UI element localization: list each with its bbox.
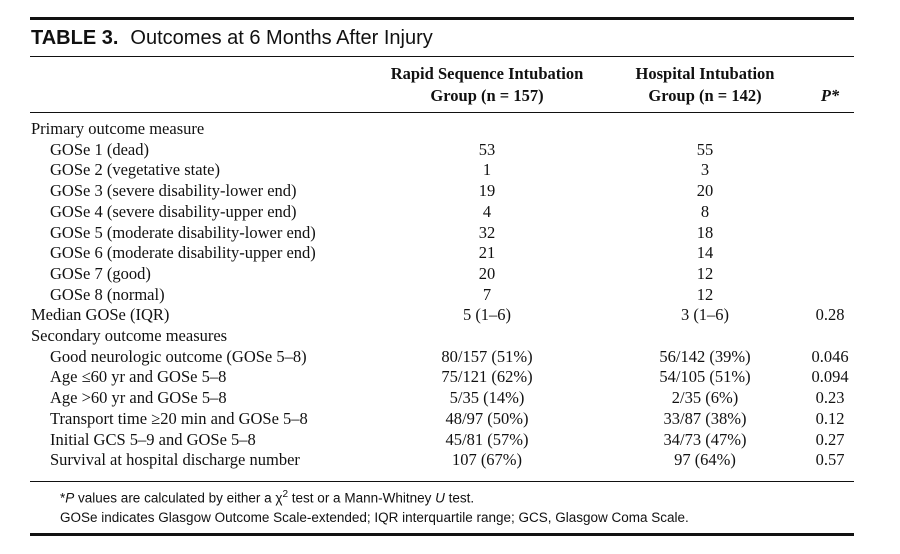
footnote-u-italic: U: [435, 490, 445, 506]
hospital-value: 12: [696, 284, 714, 304]
table-row: Transport time ≥20 min and GOSe 5–8 48/97…: [0, 408, 900, 429]
row-label: Median GOSe (IQR): [31, 305, 170, 325]
row-label: GOSe 8 (normal): [50, 284, 165, 304]
rsi-value: 5/35 (14%): [449, 388, 525, 408]
rsi-value: 53: [478, 139, 496, 159]
row-label: Initial GCS 5–9 and GOSe 5–8: [50, 429, 256, 449]
hospital-value: 18: [696, 222, 714, 242]
row-label: GOSe 6 (moderate disability-upper end): [50, 243, 316, 263]
hospital-value: 2/35 (6%): [671, 388, 739, 408]
hospital-value: 8: [700, 201, 710, 221]
footnote-superscript: 2: [282, 489, 289, 500]
footnote-pvalues: *P values are calculated by either a χ2 …: [60, 489, 474, 506]
rsi-value: 107 (67%): [451, 450, 523, 470]
footnote-text-a: values are calculated by either a χ: [74, 490, 283, 506]
rsi-value: 20: [478, 263, 496, 283]
row-label: GOSe 2 (vegetative state): [50, 160, 220, 180]
hospital-value: 3: [700, 160, 710, 180]
footnote-asterisk: *: [60, 490, 66, 506]
rsi-value: 45/81 (57%): [445, 429, 529, 449]
rsi-value: 21: [478, 243, 496, 263]
table-row: Good neurologic outcome (GOSe 5–8) 80/157…: [0, 346, 900, 367]
table-row: GOSe 2 (vegetative state) 1 3: [0, 159, 900, 180]
hospital-value: 54/105 (51%): [659, 367, 751, 387]
p-value: 0.57: [815, 450, 845, 470]
row-label: Age ≤60 yr and GOSe 5–8: [50, 367, 227, 387]
column-header-p: P*: [800, 85, 860, 107]
p-value: 0.27: [815, 429, 845, 449]
table-row: GOSe 5 (moderate disability-lower end) 32…: [0, 222, 900, 243]
column-header-rsi-line2: Group (n = 157): [430, 86, 544, 105]
column-header-p-label: P*: [820, 86, 840, 105]
rsi-value: 1: [482, 160, 492, 180]
row-label: GOSe 4 (severe disability-upper end): [50, 201, 297, 221]
top-rule: [30, 17, 854, 20]
table-row: Median GOSe (IQR) 5 (1–6) 3 (1–6) 0.28: [0, 304, 900, 325]
p-value: 0.12: [815, 408, 845, 428]
table-row: GOSe 8 (normal) 7 12: [0, 284, 900, 305]
row-label: Survival at hospital discharge number: [50, 450, 300, 470]
rsi-value: 75/121 (62%): [441, 367, 533, 387]
p-value: 0.23: [815, 388, 845, 408]
p-value: 0.28: [815, 305, 845, 325]
table-row: GOSe 1 (dead) 53 55: [0, 139, 900, 160]
footnote-text-c: test.: [444, 490, 475, 506]
end-rule: [30, 533, 854, 536]
row-label: Secondary outcome measures: [31, 326, 228, 345]
table-row: GOSe 6 (moderate disability-upper end) 21…: [0, 242, 900, 263]
rsi-value: 19: [478, 181, 496, 201]
rsi-value: 80/157 (51%): [441, 346, 533, 366]
footnote-p-italic: P: [65, 490, 75, 506]
footnote-text-b: test or a Mann-Whitney: [288, 490, 436, 506]
table-row: Age ≤60 yr and GOSe 5–8 75/121 (62%) 54/10…: [0, 366, 900, 387]
hospital-value: 34/73 (47%): [663, 429, 747, 449]
p-value: 0.094: [811, 367, 849, 387]
rsi-value: 4: [482, 201, 492, 221]
table-row: Age >60 yr and GOSe 5–8 5/35 (14%) 2/35 (6…: [0, 387, 900, 408]
hospital-value: 55: [696, 139, 714, 159]
column-header-hospital-line2: Group (n = 142): [648, 86, 762, 105]
table-row: Survival at hospital discharge number 107…: [0, 449, 900, 470]
column-header-hospital: Hospital Intubation Group (n = 142): [600, 63, 810, 107]
rsi-value: 48/97 (50%): [445, 408, 529, 428]
section-heading-row: Secondary outcome measures: [0, 325, 900, 346]
rsi-value: 7: [482, 284, 492, 304]
table-row: Initial GCS 5–9 and GOSe 5–8 45/81 (57%) 3…: [0, 429, 900, 450]
bottom-rule: [30, 481, 854, 482]
row-label: Age >60 yr and GOSe 5–8: [50, 388, 227, 408]
table-row: GOSe 3 (severe disability-lower end) 19 20: [0, 180, 900, 201]
row-label: Good neurologic outcome (GOSe 5–8): [50, 346, 307, 366]
row-label: Transport time ≥20 min and GOSe 5–8: [50, 408, 308, 428]
hospital-value: 20: [696, 181, 714, 201]
row-label: Primary outcome measure: [31, 119, 205, 138]
table-row: GOSe 4 (severe disability-upper end) 4 8: [0, 201, 900, 222]
p-value: 0.046: [811, 346, 849, 366]
table-caption: Outcomes at 6 Months After Injury: [130, 27, 433, 49]
hospital-value: 3 (1–6): [680, 305, 730, 325]
header-rule: [30, 112, 854, 113]
hospital-value: 12: [696, 263, 714, 283]
column-header-hospital-line1: Hospital Intubation: [635, 64, 775, 83]
section-heading-row: Primary outcome measure: [0, 118, 900, 139]
hospital-value: 97 (64%): [674, 450, 736, 470]
hospital-value: 14: [696, 243, 714, 263]
row-label: GOSe 5 (moderate disability-lower end): [50, 222, 316, 242]
title-rule: [30, 56, 854, 57]
hospital-value: 33/87 (38%): [663, 408, 747, 428]
table-number: TABLE 3.: [31, 27, 119, 49]
column-header-rsi: Rapid Sequence Intubation Group (n = 157…: [372, 63, 602, 107]
hospital-value: 56/142 (39%): [659, 346, 751, 366]
column-header-rsi-line1: Rapid Sequence Intubation: [390, 64, 584, 83]
rsi-value: 5 (1–6): [462, 305, 512, 325]
row-label: GOSe 7 (good): [50, 263, 151, 283]
footnote-abbreviations: GOSe indicates Glasgow Outcome Scale-ext…: [60, 510, 689, 525]
row-label: GOSe 3 (severe disability-lower end): [50, 181, 297, 201]
row-label: GOSe 1 (dead): [50, 139, 149, 159]
rsi-value: 32: [478, 222, 496, 242]
table-row: GOSe 7 (good) 20 12: [0, 263, 900, 284]
table-title: TABLE 3. Outcomes at 6 Months After Injur…: [31, 27, 433, 50]
